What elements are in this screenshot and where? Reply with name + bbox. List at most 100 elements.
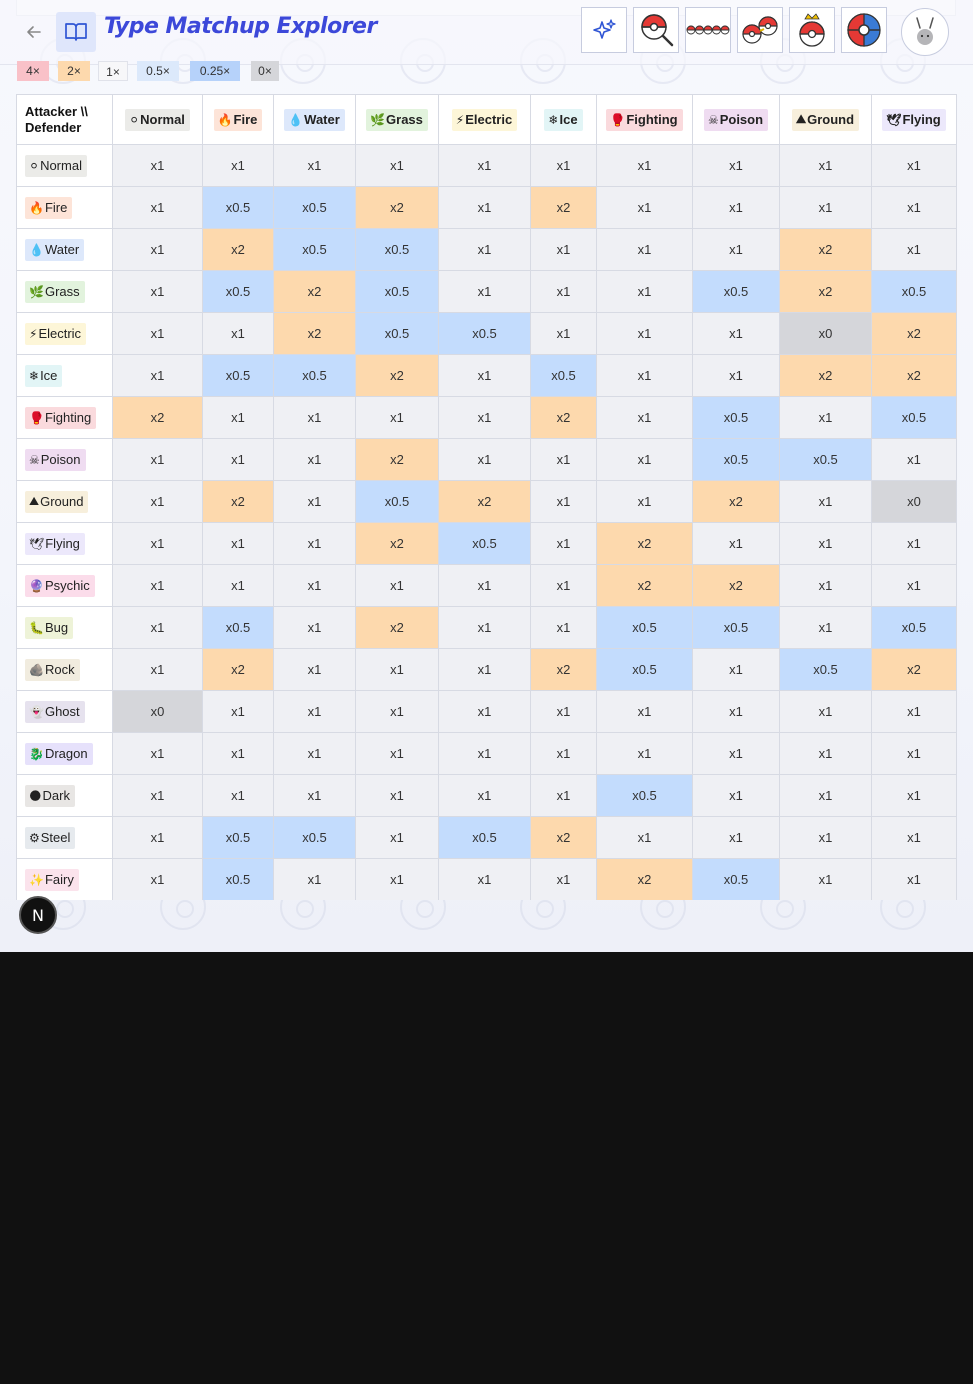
- matchup-cell[interactable]: x1: [438, 648, 531, 691]
- matchup-cell[interactable]: x1: [273, 144, 356, 187]
- matchup-cell[interactable]: x0.5: [692, 606, 780, 649]
- matchup-cell[interactable]: x0.5: [202, 816, 274, 859]
- matchup-cell[interactable]: x1: [871, 732, 957, 775]
- row-header-fire[interactable]: 🔥 Fire: [16, 186, 113, 229]
- matchup-cell[interactable]: x0: [871, 480, 957, 523]
- matchup-cell[interactable]: x1: [871, 186, 957, 229]
- matchup-cell[interactable]: x2: [692, 480, 780, 523]
- row-header-normal[interactable]: ⚪ Normal: [16, 144, 113, 187]
- matchup-cell[interactable]: x1: [530, 480, 597, 523]
- matchup-cell[interactable]: x0.5: [355, 312, 439, 355]
- matchup-cell[interactable]: x1: [871, 522, 957, 565]
- matchup-cell[interactable]: x0.5: [692, 858, 780, 900]
- matchup-cell[interactable]: x1: [355, 858, 439, 900]
- matchup-cell[interactable]: x1: [871, 816, 957, 859]
- matchup-cell[interactable]: x1: [438, 774, 531, 817]
- matchup-cell[interactable]: x0.5: [273, 816, 356, 859]
- matchup-cell[interactable]: x1: [202, 564, 274, 607]
- matchup-cell[interactable]: x2: [530, 396, 597, 439]
- matchup-cell[interactable]: x1: [692, 816, 780, 859]
- matchup-cell[interactable]: x1: [112, 354, 203, 397]
- matchup-cell[interactable]: x0.5: [779, 438, 872, 481]
- matchup-cell[interactable]: x2: [438, 480, 531, 523]
- matchup-cell[interactable]: x2: [530, 186, 597, 229]
- matchup-cell[interactable]: x1: [692, 690, 780, 733]
- matchup-cell[interactable]: x1: [692, 522, 780, 565]
- sparkle-tool-button[interactable]: [581, 7, 627, 53]
- matchup-cell[interactable]: x1: [112, 144, 203, 187]
- matchup-cell[interactable]: x1: [596, 270, 693, 313]
- matchup-cell[interactable]: x1: [355, 816, 439, 859]
- row-header-electric[interactable]: ⚡ Electric: [16, 312, 113, 355]
- matchup-cell[interactable]: x1: [779, 816, 872, 859]
- matchup-cell[interactable]: x2: [871, 354, 957, 397]
- row-header-water[interactable]: 💧 Water: [16, 228, 113, 271]
- matchup-cell[interactable]: x1: [779, 732, 872, 775]
- matchup-cell[interactable]: x1: [530, 774, 597, 817]
- matchup-cell[interactable]: x1: [871, 438, 957, 481]
- matchup-cell[interactable]: x1: [273, 522, 356, 565]
- matchup-cell[interactable]: x1: [779, 606, 872, 649]
- matchup-cell[interactable]: x1: [112, 774, 203, 817]
- matchup-cell[interactable]: x0.5: [596, 606, 693, 649]
- matchup-cell[interactable]: x1: [112, 480, 203, 523]
- matchup-cell[interactable]: x0.5: [355, 480, 439, 523]
- matchup-cell[interactable]: x1: [355, 648, 439, 691]
- matchup-cell[interactable]: x1: [202, 522, 274, 565]
- matchup-cell[interactable]: x0.5: [692, 270, 780, 313]
- matchup-cell[interactable]: x0.5: [202, 354, 274, 397]
- matchup-cell[interactable]: x0.5: [273, 186, 356, 229]
- matchup-cell[interactable]: x1: [596, 186, 693, 229]
- matchup-cell[interactable]: x1: [871, 228, 957, 271]
- matchup-cell[interactable]: x1: [273, 774, 356, 817]
- column-header-ground[interactable]: ⛰ Ground: [779, 94, 872, 145]
- row-header-ground[interactable]: ⛰ Ground: [16, 480, 113, 523]
- next-dev-tools-button[interactable]: N: [19, 896, 57, 934]
- matchup-cell[interactable]: x1: [112, 522, 203, 565]
- matchup-cell[interactable]: x1: [438, 690, 531, 733]
- matchup-cell[interactable]: x1: [112, 606, 203, 649]
- matchup-cell[interactable]: x2: [530, 816, 597, 859]
- matchup-cell[interactable]: x1: [596, 144, 693, 187]
- pokeball-search-button[interactable]: [633, 7, 679, 53]
- matchup-cell[interactable]: x2: [202, 648, 274, 691]
- matchup-cell[interactable]: x1: [692, 312, 780, 355]
- matchup-cell[interactable]: x1: [692, 774, 780, 817]
- matchup-cell[interactable]: x0.5: [438, 522, 531, 565]
- matchup-cell[interactable]: x1: [438, 396, 531, 439]
- matchup-cell[interactable]: x2: [692, 564, 780, 607]
- matchup-cell[interactable]: x0: [779, 312, 872, 355]
- matchup-cell[interactable]: x1: [202, 774, 274, 817]
- matchup-cell[interactable]: x1: [112, 270, 203, 313]
- row-header-ice[interactable]: ❄ Ice: [16, 354, 113, 397]
- matchup-cell[interactable]: x2: [355, 522, 439, 565]
- matchup-cell[interactable]: x1: [871, 858, 957, 900]
- matchup-cell[interactable]: x1: [438, 438, 531, 481]
- row-header-ghost[interactable]: 👻 Ghost: [16, 690, 113, 733]
- user-avatar-button[interactable]: [901, 8, 949, 56]
- matchup-cell[interactable]: x1: [596, 396, 693, 439]
- matchup-cell[interactable]: x1: [438, 270, 531, 313]
- column-header-poison[interactable]: ☠ Poison: [692, 94, 780, 145]
- matchup-cell[interactable]: x1: [530, 858, 597, 900]
- matchup-cell[interactable]: x1: [692, 732, 780, 775]
- matchup-cell[interactable]: x1: [596, 690, 693, 733]
- matchup-cell[interactable]: x1: [355, 774, 439, 817]
- matchup-cell[interactable]: x0.5: [871, 606, 957, 649]
- matchup-cell[interactable]: x1: [273, 438, 356, 481]
- matchup-cell[interactable]: x0.5: [202, 270, 274, 313]
- matchup-cell[interactable]: x1: [112, 186, 203, 229]
- matchup-cell[interactable]: x1: [202, 438, 274, 481]
- matchup-cell[interactable]: x1: [273, 648, 356, 691]
- matchup-cell[interactable]: x1: [779, 396, 872, 439]
- matchup-cell[interactable]: x0.5: [438, 816, 531, 859]
- matchup-cell[interactable]: x1: [438, 606, 531, 649]
- matchup-cell[interactable]: x2: [871, 648, 957, 691]
- matchup-cell[interactable]: x0.5: [202, 606, 274, 649]
- matchup-cell[interactable]: x2: [355, 606, 439, 649]
- matchup-cell[interactable]: x1: [112, 858, 203, 900]
- row-header-flying[interactable]: 🕊 Flying: [16, 522, 113, 565]
- matchup-cell[interactable]: x2: [530, 648, 597, 691]
- matchup-cell[interactable]: x1: [530, 564, 597, 607]
- matchup-cell[interactable]: x2: [202, 228, 274, 271]
